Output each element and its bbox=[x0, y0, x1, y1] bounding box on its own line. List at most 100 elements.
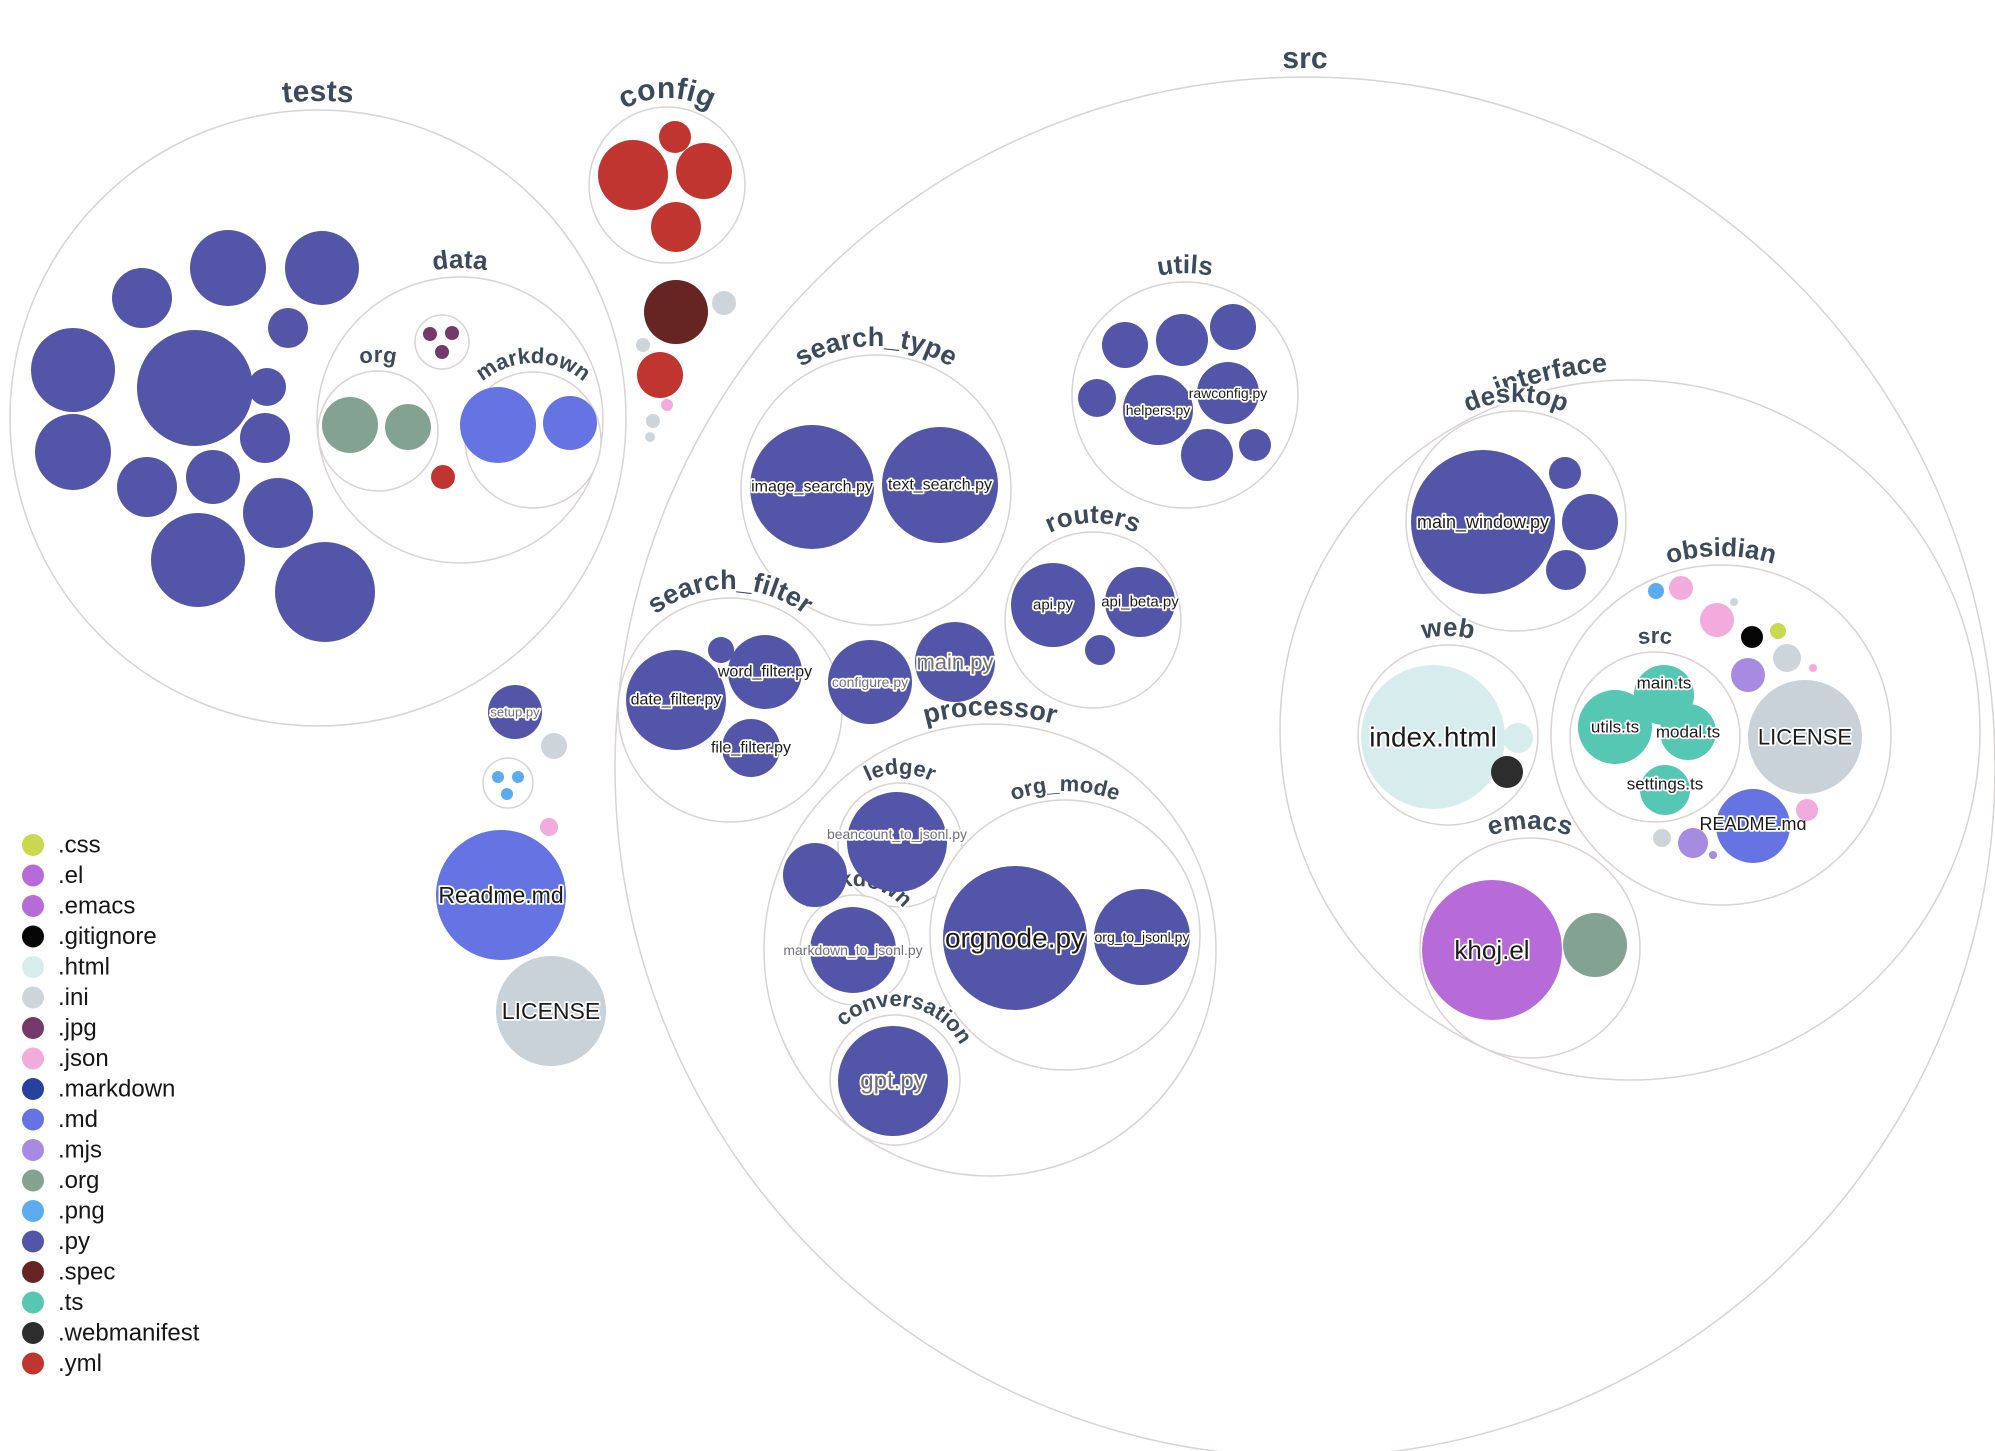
file-md-circle bbox=[460, 387, 536, 463]
file-jpg-circle bbox=[423, 327, 437, 341]
file-setup-py-circle bbox=[488, 685, 542, 739]
file-json-circle bbox=[1700, 603, 1734, 637]
file-word-filter-py-label: word_filter.py bbox=[717, 664, 812, 681]
legend: .css .el .emacs .gitignore .html .ini .jpg .jso… bbox=[22, 832, 200, 1377]
file-api-py-circle bbox=[1011, 563, 1095, 647]
legend-label-webmanifest: .webmanifest bbox=[58, 1320, 200, 1347]
file-py-circle bbox=[783, 843, 847, 907]
legend-label-html: .html bbox=[58, 954, 110, 981]
file-py-circle bbox=[1549, 457, 1581, 489]
file-main-py-circle bbox=[915, 622, 995, 702]
legend-row-gitignore: .gitignore bbox=[22, 923, 157, 950]
legend-row-spec: .spec bbox=[22, 1259, 115, 1286]
legend-label-org: .org bbox=[58, 1167, 99, 1194]
file-ini-circle bbox=[1653, 829, 1671, 847]
file-configure-py-circle bbox=[828, 640, 912, 724]
legend-row-emacs: .emacs bbox=[22, 893, 135, 920]
file-py-circle bbox=[186, 450, 240, 504]
file-file-filter-py-label: file_filter.py bbox=[711, 740, 791, 757]
file-py-circle bbox=[1181, 429, 1233, 481]
file-license-label: LICENSE bbox=[502, 998, 600, 1024]
legend-label-el: .el bbox=[58, 862, 83, 889]
file-py-circle bbox=[1102, 322, 1148, 368]
file-mjs-circle bbox=[1731, 658, 1765, 692]
file-org-circle bbox=[1563, 913, 1627, 977]
file-ini-circle bbox=[1773, 644, 1801, 672]
file-png-circle bbox=[1648, 583, 1664, 599]
file-image-search-py-circle bbox=[750, 425, 874, 549]
legend-row-yml: .yml bbox=[22, 1350, 102, 1377]
file-settings-ts-label: settings.ts bbox=[1627, 775, 1704, 794]
file-orgnode-py-label: orgnode.py bbox=[945, 923, 1085, 954]
file-py-circle bbox=[1562, 494, 1618, 550]
legend-row-md: .md bbox=[22, 1106, 98, 1133]
file-json-circle bbox=[661, 399, 673, 411]
file-py-circle bbox=[112, 268, 172, 328]
legend-row-json: .json bbox=[22, 1045, 109, 1072]
legend-row-css: .css bbox=[22, 832, 101, 859]
file-orgnode-py-circle bbox=[943, 866, 1087, 1010]
file-license-circle bbox=[496, 956, 606, 1066]
folder-label-tests: tests bbox=[281, 75, 356, 110]
legend-swatch-html-icon bbox=[22, 956, 44, 978]
legend-row-py: .py bbox=[22, 1228, 90, 1255]
file-readme-md-label: README.md bbox=[1699, 814, 1806, 834]
legend-swatch-json-icon bbox=[22, 1047, 44, 1070]
file-modal-ts-label: modal.ts bbox=[1656, 723, 1720, 742]
folder-label-data: data bbox=[430, 244, 490, 276]
file-py-circle bbox=[1546, 550, 1586, 590]
file-py-circle bbox=[248, 368, 286, 406]
legend-swatch-md-icon bbox=[22, 1108, 44, 1131]
file-json-circle bbox=[540, 818, 558, 836]
file-api-beta-py-circle bbox=[1105, 567, 1175, 637]
file-modal-ts-circle bbox=[1660, 704, 1716, 760]
file-json-circle bbox=[1669, 576, 1693, 600]
folder-label-src: src bbox=[1282, 42, 1328, 75]
file-ini-circle bbox=[541, 733, 567, 759]
file-helpers-py-circle bbox=[1123, 375, 1193, 445]
file-py-circle bbox=[151, 513, 245, 607]
file-markdown-to-jsonl-py-label: markdown_to_jsonl.py bbox=[783, 942, 922, 958]
folder-circle-root-png-group bbox=[482, 757, 534, 809]
legend-row-mjs: .mjs bbox=[22, 1137, 102, 1164]
file-py-circle bbox=[31, 328, 115, 412]
legend-swatch-org-icon bbox=[22, 1169, 44, 1192]
file-configure-py-label: configure.py bbox=[832, 674, 908, 690]
file-gitignore-circle bbox=[1741, 626, 1763, 648]
legend-swatch-py-icon bbox=[22, 1230, 44, 1253]
legend-row-webmanifest: .webmanifest bbox=[22, 1320, 200, 1347]
file-py-circle bbox=[268, 308, 308, 348]
file-mjs-circle bbox=[1709, 851, 1717, 859]
file-readme-md-circle bbox=[1716, 789, 1790, 863]
legend-swatch-ts-icon bbox=[22, 1291, 44, 1314]
file-py-circle bbox=[243, 478, 313, 548]
file-yml-circle bbox=[676, 143, 732, 199]
legend-label-md: .md bbox=[58, 1106, 98, 1133]
legend-row-jpg: .jpg bbox=[22, 1015, 97, 1042]
legend-label-json: .json bbox=[58, 1045, 109, 1072]
file-helpers-py-label: helpers.py bbox=[1126, 402, 1191, 418]
legend-swatch-spec-icon bbox=[22, 1261, 44, 1283]
file-md-circle bbox=[543, 396, 597, 450]
file-license-label: LICENSE bbox=[1758, 725, 1852, 750]
file-gpt-py-label: gpt.py bbox=[860, 1068, 925, 1095]
legend-swatch-el-icon bbox=[22, 864, 44, 887]
folder-label-data-org: org bbox=[357, 342, 398, 369]
file-yml-circle bbox=[659, 121, 691, 153]
file-webmanifest-circle bbox=[1491, 756, 1523, 788]
file-gpt-py-circle bbox=[838, 1026, 948, 1136]
folder-circle-search_type bbox=[740, 354, 1012, 626]
file-png-circle bbox=[512, 771, 524, 783]
file-ini-circle bbox=[636, 338, 650, 352]
file-png-circle bbox=[501, 788, 513, 800]
file-index-html-label: index.html bbox=[1369, 722, 1497, 753]
file-html-circle bbox=[1503, 723, 1533, 753]
legend-label-css: .css bbox=[58, 832, 101, 859]
file-css-circle bbox=[1770, 623, 1786, 639]
file-text-search-py-circle bbox=[882, 427, 998, 543]
legend-label-markdown: .markdown bbox=[58, 1076, 175, 1103]
file-org-circle bbox=[385, 404, 431, 450]
file-ini-circle bbox=[646, 414, 660, 428]
legend-swatch-webmanifest-icon bbox=[22, 1322, 44, 1344]
file-py-circle bbox=[240, 413, 290, 463]
